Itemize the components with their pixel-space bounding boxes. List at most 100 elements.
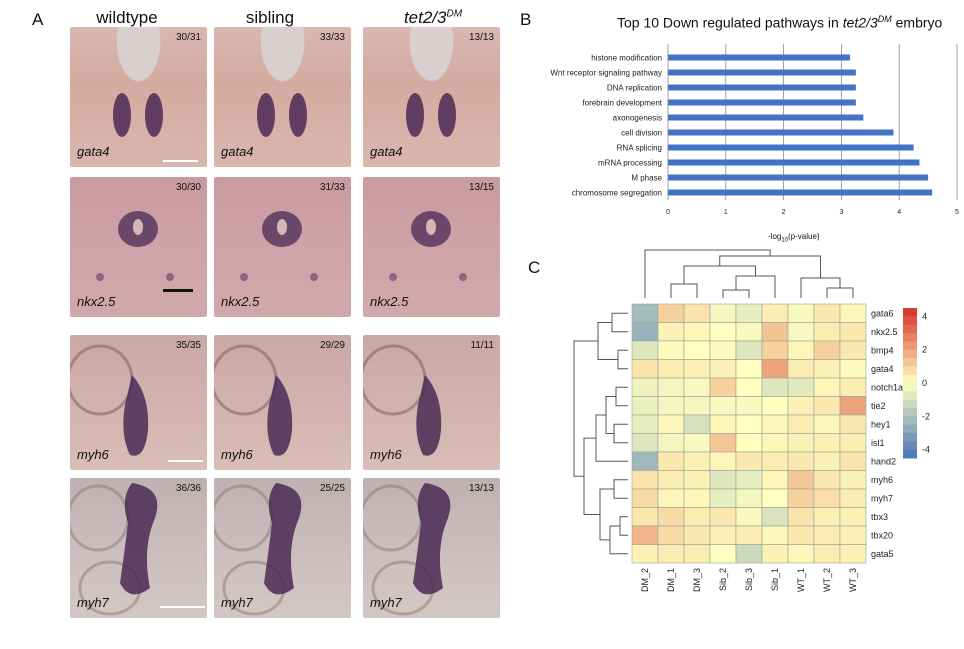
heatmap-cell — [709, 322, 737, 342]
row-label: myh7 — [871, 493, 893, 503]
row-label: gata5 — [871, 549, 894, 559]
embryo-count-label: 30/30 — [175, 182, 201, 193]
heatmap-cell — [813, 377, 841, 397]
row-label: hand2 — [871, 456, 896, 466]
colorbar-segment — [903, 374, 917, 384]
row-label: tbx20 — [871, 530, 893, 540]
row-dendrogram-branch — [613, 423, 628, 444]
heatmap-cell — [735, 414, 763, 434]
heatmap-cell — [787, 470, 815, 490]
colorbar-segment — [903, 408, 917, 417]
scale-bar — [160, 606, 205, 608]
heatmap-cell — [683, 396, 711, 416]
column-label: Sib_3 — [744, 568, 754, 591]
category-label: forebrain development — [582, 99, 662, 108]
heatmap-cell — [839, 377, 867, 397]
x-tick-label: 2 — [782, 209, 786, 216]
heatmap-cell — [709, 340, 737, 360]
heatmap-cell — [709, 544, 737, 564]
x-tick-label: 4 — [897, 209, 901, 216]
heatmap-cell — [709, 377, 737, 397]
row-label: bmp4 — [871, 345, 894, 355]
category-label: histone modification — [591, 54, 662, 63]
heatmap-cell — [735, 359, 763, 379]
panel-letter-b: B — [520, 10, 532, 29]
colorbar-segment — [903, 308, 917, 317]
heatmap-cell — [813, 340, 841, 360]
in-situ-image-myh7-1: 25/25 myh7 — [214, 478, 351, 618]
row-dendrogram-branch — [599, 488, 614, 541]
colorbar-segment — [903, 358, 917, 367]
heatmap-cell — [631, 359, 659, 379]
gene-label: gata4 — [221, 144, 254, 159]
bar-2 — [668, 84, 856, 91]
heatmap-cell — [813, 303, 841, 323]
heatmap-cell — [787, 414, 815, 434]
heatmap-cell — [761, 303, 789, 323]
heatmap-cell — [839, 525, 867, 545]
heatmap-cell — [761, 544, 789, 564]
row-dendrogram-branch — [597, 322, 618, 360]
heatmap-cell — [735, 433, 763, 453]
colorbar-segment — [903, 383, 917, 392]
gene-label: myh7 — [77, 595, 109, 610]
heatmap-cell — [787, 396, 815, 416]
colorbar-segment — [903, 399, 917, 409]
x-tick-label: 3 — [839, 209, 843, 216]
heatmap-cell — [631, 433, 659, 453]
heatmap-cell — [709, 507, 737, 527]
heatmap-cell — [813, 359, 841, 379]
column-dendrogram-branch — [826, 287, 854, 298]
heatmap-cell — [839, 433, 867, 453]
scale-bar — [163, 289, 193, 292]
in-situ-image-nkx2.5-1: 31/33 nkx2.5 — [214, 177, 351, 317]
colorbar-segment — [903, 341, 917, 351]
heatmap-cell — [631, 303, 659, 323]
heatmap-cell — [761, 507, 789, 527]
colorbar-segment — [903, 416, 917, 426]
column-label: Sib_2 — [718, 568, 728, 591]
heatmap-cell — [631, 544, 659, 564]
category-label: M phase — [631, 174, 662, 183]
gene-label: nkx2.5 — [77, 294, 116, 309]
heatmap-cell — [761, 414, 789, 434]
row-dendrogram-branch — [619, 516, 628, 536]
bar-chart-xlabel: -log10(p-value) — [768, 232, 820, 244]
heatmap-cell — [813, 451, 841, 471]
gene-label: gata4 — [77, 144, 110, 159]
colorbar-segment — [903, 333, 917, 342]
heatmap-cell — [839, 340, 867, 360]
heatmap-cell — [839, 396, 867, 416]
gene-label: myh7 — [221, 595, 253, 610]
heatmap-cell — [787, 507, 815, 527]
heatmap-cell — [709, 525, 737, 545]
heatmap-cell — [735, 544, 763, 564]
heatmap-cell — [709, 303, 737, 323]
heatmap-cell — [735, 303, 763, 323]
embryo-count-label: 33/33 — [319, 32, 345, 43]
embryo-count-label: 29/29 — [319, 340, 345, 351]
heatmap-cell — [683, 377, 711, 397]
category-label: chromosome segregation — [572, 189, 662, 198]
heatmap-cell — [761, 340, 789, 360]
x-tick-label: 5 — [955, 209, 959, 216]
colorbar-segment — [903, 349, 917, 359]
in-situ-image-gata4-0: 30/31 gata4 — [70, 27, 207, 167]
row-label: tbx3 — [871, 512, 888, 522]
heatmap-cell — [709, 396, 737, 416]
heatmap-cell — [631, 507, 659, 527]
heatmap-cell — [631, 377, 659, 397]
heatmap-cell — [839, 544, 867, 564]
embryo-count-label: 30/31 — [175, 32, 201, 43]
column-dendrogram-branch — [644, 249, 771, 298]
row-dendrogram-branch — [595, 414, 628, 462]
heatmap-cell — [709, 451, 737, 471]
in-situ-image-myh7-0: 36/36 myh7 — [70, 478, 207, 618]
row-dendrogram-branch — [583, 437, 600, 515]
heatmap-cell — [683, 303, 711, 323]
heatmap-cell — [787, 377, 815, 397]
row-label: myh6 — [871, 475, 893, 485]
embryo-count-label: 13/15 — [468, 182, 494, 193]
heatmap-cell — [787, 340, 815, 360]
column-dendrogram-branch — [719, 255, 821, 278]
